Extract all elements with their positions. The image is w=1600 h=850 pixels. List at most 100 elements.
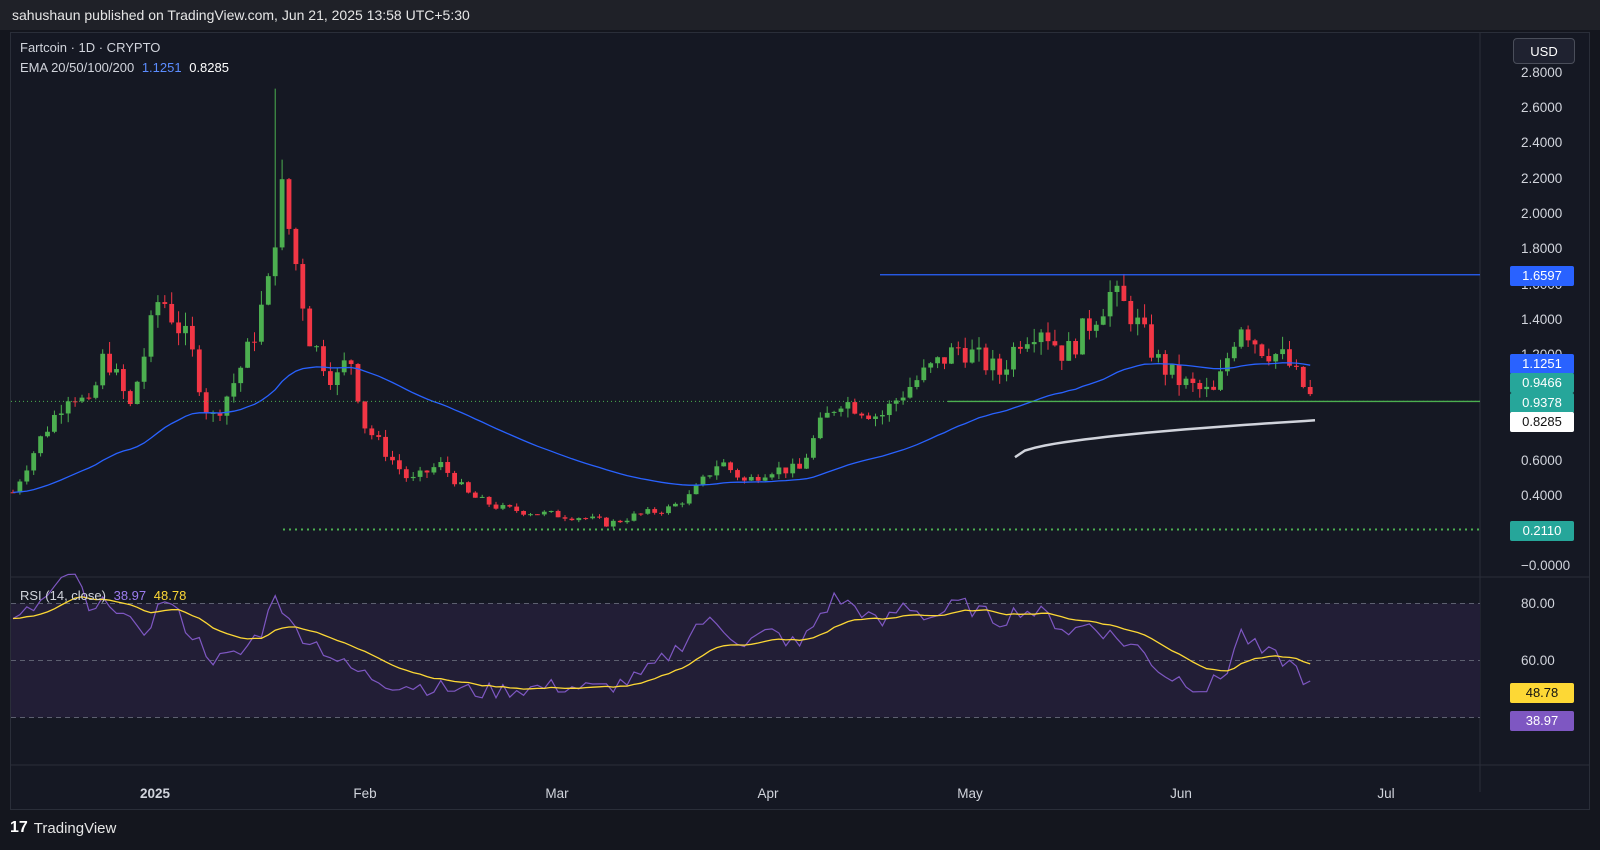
rsi-line [12,573,1311,700]
publish-bar: sahushaun published on TradingView.com, … [0,0,1600,30]
candle-body [52,414,57,432]
rsi-axis-tick: 60.00 [1521,653,1555,668]
ema200-line [1014,419,1316,459]
candle-body [1093,324,1099,331]
candle-body [238,367,244,384]
candle-body [1280,349,1285,355]
candle-body [700,476,706,486]
candle-body [45,431,50,437]
currency-button[interactable]: USD [1513,38,1575,64]
candle-body [265,276,271,305]
candle-body [686,494,692,504]
candle-body [431,467,437,473]
candle-body [576,518,582,521]
time-axis-label: May [957,786,983,801]
candle-body [224,396,230,416]
time-axis-label: Mar [545,786,569,801]
candle-body [176,322,181,334]
candle-body [1052,341,1058,346]
candle-body [1073,340,1078,355]
candle-body [466,482,471,493]
candle-body [65,401,71,414]
candle-body [397,460,402,470]
ema-label: EMA 20/50/100/200 [20,60,135,75]
candle-body [790,463,796,474]
candle-body [210,412,216,414]
candle-body [472,492,478,498]
candle-body [1066,340,1072,361]
candle-body [1031,342,1037,345]
candle-body [369,428,375,436]
candle-body [86,397,92,399]
candle-body [983,347,989,371]
candle-body [942,357,947,364]
candle-body [1128,301,1134,325]
candle-body [134,381,140,404]
price-axis-tick: 0.6000 [1521,453,1563,468]
candle-body [921,367,927,381]
brand-name: TradingView [33,819,117,837]
candle-body [272,247,278,277]
candle-body [417,470,423,477]
rsi-label: RSI (14, close) [20,588,106,603]
symbol-title[interactable]: Fartcoin · 1D · CRYPTO [20,40,161,55]
candle-body [728,462,733,471]
price-axis-tick: 2.6000 [1521,100,1563,115]
candle-body [1218,371,1223,390]
candle-body [590,516,595,519]
candle-body [666,506,671,514]
candle-body [1156,354,1161,358]
price-axis-tick: 2.8000 [1521,65,1563,80]
candle-body [873,416,878,419]
candle-body [286,179,292,229]
candle-body [893,400,899,404]
candle-body [148,315,154,357]
candle-body [1114,285,1120,292]
candle-body [1273,354,1279,362]
candle-body [410,476,416,479]
candle-body [328,371,333,385]
candle-body [127,391,133,404]
candle-body [514,506,520,511]
candle-body [1183,378,1189,386]
candle-body [1211,386,1216,390]
symbol-legend[interactable]: Fartcoin · 1D · CRYPTO [20,40,164,55]
candle-body [162,302,168,304]
candle-body [1300,366,1306,387]
candle-body [259,304,264,342]
candle-body [838,408,844,412]
candle-body [1004,369,1009,375]
candle-body [390,456,395,461]
ema-legend[interactable]: EMA 20/50/100/200 1.1251 0.8285 [20,60,233,75]
time-axis-label: Jul [1377,786,1395,801]
candle-body [824,412,830,418]
candle-body [997,358,1003,375]
candle-body [155,302,161,316]
candle-body [962,347,968,363]
candle-body [1238,329,1244,347]
tradingview-logo-icon: 17 [10,819,28,836]
publish-text: sahushaun published on TradingView.com, … [12,7,470,23]
candle-body [548,510,554,512]
candle-body [1080,318,1085,355]
rsi-signal-line [12,596,1311,690]
candle-body [1307,386,1313,395]
rsi-legend[interactable]: RSI (14, close) 38.97 48.78 [20,588,190,603]
ema50-price-label: 1.1251 [1510,354,1574,374]
candle-body [955,347,961,349]
candle-body [1197,383,1203,390]
candle-body [859,413,865,416]
ema-value-1: 1.1251 [141,60,182,75]
candle-body [479,496,485,498]
candle-body [804,457,809,469]
footer-brand[interactable]: 17 TradingView [10,812,116,844]
candle-body [1087,318,1092,331]
candle-body [507,505,513,507]
candle-body [535,514,540,516]
candle-body [300,264,306,309]
candle-body [293,228,299,265]
candle-body [624,520,630,523]
candle-body [659,512,664,514]
resistance-price-label: 1.6597 [1510,266,1574,286]
